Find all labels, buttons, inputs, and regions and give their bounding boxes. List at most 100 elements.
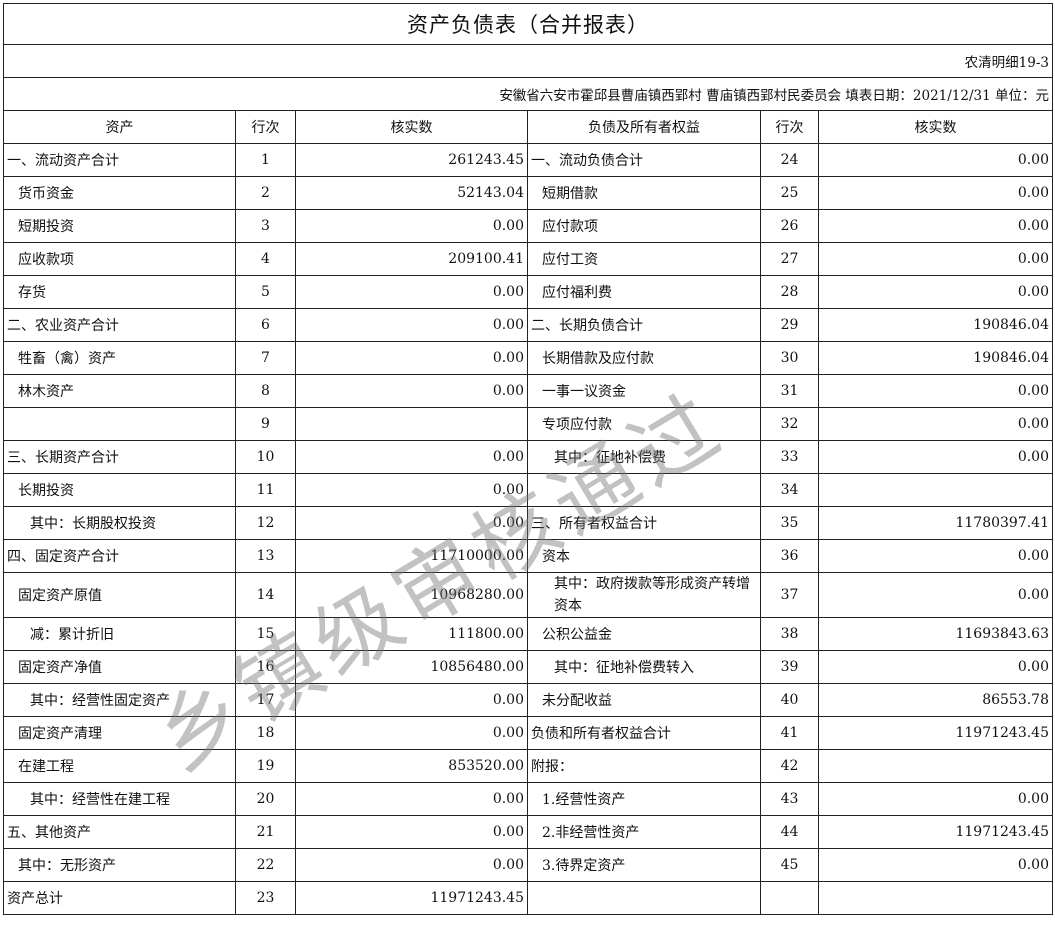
asset-row-no: 14 [235,572,296,618]
liability-label: 2.非经营性资产 [527,815,761,849]
table-row: 五、其他资产 21 0.00 2.非经营性资产 44 11971243.45 [3,815,1053,849]
asset-label: 应收款项 [3,242,236,276]
asset-amount: 0.00 [295,716,528,750]
asset-row-no: 18 [235,716,296,750]
liability-row-no: 38 [760,617,819,651]
asset-amount [295,407,528,441]
liability-row-no: 45 [760,848,819,882]
table-row: 四、固定资产合计 13 11710000.00 资本 36 0.00 [3,539,1053,573]
table-row: 固定资产净值 16 10856480.00 其中：征地补偿费转入 39 0.00 [3,650,1053,684]
liability-amount: 0.00 [818,407,1053,441]
liability-label: 3.待界定资产 [527,848,761,882]
liability-row-no: 43 [760,782,819,816]
asset-row-no: 11 [235,473,296,507]
liability-amount: 0.00 [818,374,1053,408]
asset-row-no: 17 [235,683,296,717]
table-row: 存货 5 0.00 应付福利费 28 0.00 [3,275,1053,309]
asset-row-no: 7 [235,341,296,375]
liability-amount: 0.00 [818,209,1053,243]
liability-label: 资本 [527,539,761,573]
asset-label: 牲畜（禽）资产 [3,341,236,375]
asset-label: 其中：经营性在建工程 [3,782,236,816]
liability-label: 其中：征地补偿费 [527,440,761,474]
asset-row-no: 2 [235,176,296,210]
asset-label: 二、农业资产合计 [3,308,236,342]
table-row: 其中：无形资产 22 0.00 3.待界定资产 45 0.00 [3,848,1053,882]
asset-label: 林木资产 [3,374,236,408]
liability-row-no: 25 [760,176,819,210]
asset-amount: 0.00 [295,782,528,816]
balance-sheet-table: 资产负债表（合并报表） 农清明细19-3 安徽省六安市霍邱县曹庙镇西郢村 曹庙镇… [3,3,1053,915]
liability-label: 未分配收益 [527,683,761,717]
liability-amount: 0.00 [818,539,1053,573]
asset-amount: 10856480.00 [295,650,528,684]
page-title: 资产负债表（合并报表） [3,3,1053,45]
asset-amount: 853520.00 [295,749,528,783]
liability-row-no: 27 [760,242,819,276]
liability-label: 其中：征地补偿费转入 [527,650,761,684]
liability-amount: 11971243.45 [818,716,1053,750]
asset-row-no: 4 [235,242,296,276]
asset-amount: 111800.00 [295,617,528,651]
liability-amount: 0.00 [818,440,1053,474]
liability-row-no: 29 [760,308,819,342]
table-row: 9 专项应付款 32 0.00 [3,407,1053,441]
asset-label: 其中：经营性固定资产 [3,683,236,717]
asset-label: 四、固定资产合计 [3,539,236,573]
liability-label: 一事一议资金 [527,374,761,408]
header-amount: 核实数 [295,110,528,144]
asset-row-no: 22 [235,848,296,882]
asset-label: 固定资产清理 [3,716,236,750]
liability-amount: 0.00 [818,650,1053,684]
asset-row-no: 9 [235,407,296,441]
asset-amount: 11971243.45 [295,881,528,915]
liability-label: 1.经营性资产 [527,782,761,816]
asset-row-no: 3 [235,209,296,243]
asset-amount: 0.00 [295,275,528,309]
asset-label: 固定资产净值 [3,650,236,684]
liability-amount: 0.00 [818,143,1053,177]
header-amount: 核实数 [818,110,1053,144]
asset-row-no: 6 [235,308,296,342]
asset-label: 资产总计 [3,881,236,915]
liability-row-no: 35 [760,506,819,540]
liability-amount: 190846.04 [818,341,1053,375]
asset-row-no: 19 [235,749,296,783]
asset-amount: 0.00 [295,440,528,474]
table-row: 应收款项 4 209100.41 应付工资 27 0.00 [3,242,1053,276]
liability-row-no: 30 [760,341,819,375]
liability-row-no: 26 [760,209,819,243]
liability-label: 专项应付款 [527,407,761,441]
liability-label: 长期借款及应付款 [527,341,761,375]
liability-label: 公积公益金 [527,617,761,651]
liability-label: 其中：政府拨款等形成资产转增资本 [527,572,761,618]
asset-amount: 0.00 [295,506,528,540]
liability-label: 应付款项 [527,209,761,243]
asset-row-no: 15 [235,617,296,651]
liability-amount: 11693843.63 [818,617,1053,651]
liability-amount: 0.00 [818,275,1053,309]
liability-amount: 0.00 [818,782,1053,816]
liability-row-no: 28 [760,275,819,309]
liability-label [527,881,761,915]
table-row: 长期投资 11 0.00 34 [3,473,1053,507]
asset-row-no: 1 [235,143,296,177]
table-row: 短期投资 3 0.00 应付款项 26 0.00 [3,209,1053,243]
form-code: 农清明细19-3 [3,44,1053,78]
table-row: 在建工程 19 853520.00 附报： 42 [3,749,1053,783]
liability-amount: 11780397.41 [818,506,1053,540]
liability-row-no: 41 [760,716,819,750]
liability-row-no: 44 [760,815,819,849]
asset-row-no: 8 [235,374,296,408]
table-row: 三、长期资产合计 10 0.00 其中：征地补偿费 33 0.00 [3,440,1053,474]
liability-amount: 11971243.45 [818,815,1053,849]
liability-amount: 190846.04 [818,308,1053,342]
asset-row-no: 5 [235,275,296,309]
liability-amount: 0.00 [818,848,1053,882]
asset-amount: 52143.04 [295,176,528,210]
liability-label: 二、长期负债合计 [527,308,761,342]
asset-label: 存货 [3,275,236,309]
header-row-no: 行次 [760,110,819,144]
table-row: 固定资产清理 18 0.00 负债和所有者权益合计 41 11971243.45 [3,716,1053,750]
